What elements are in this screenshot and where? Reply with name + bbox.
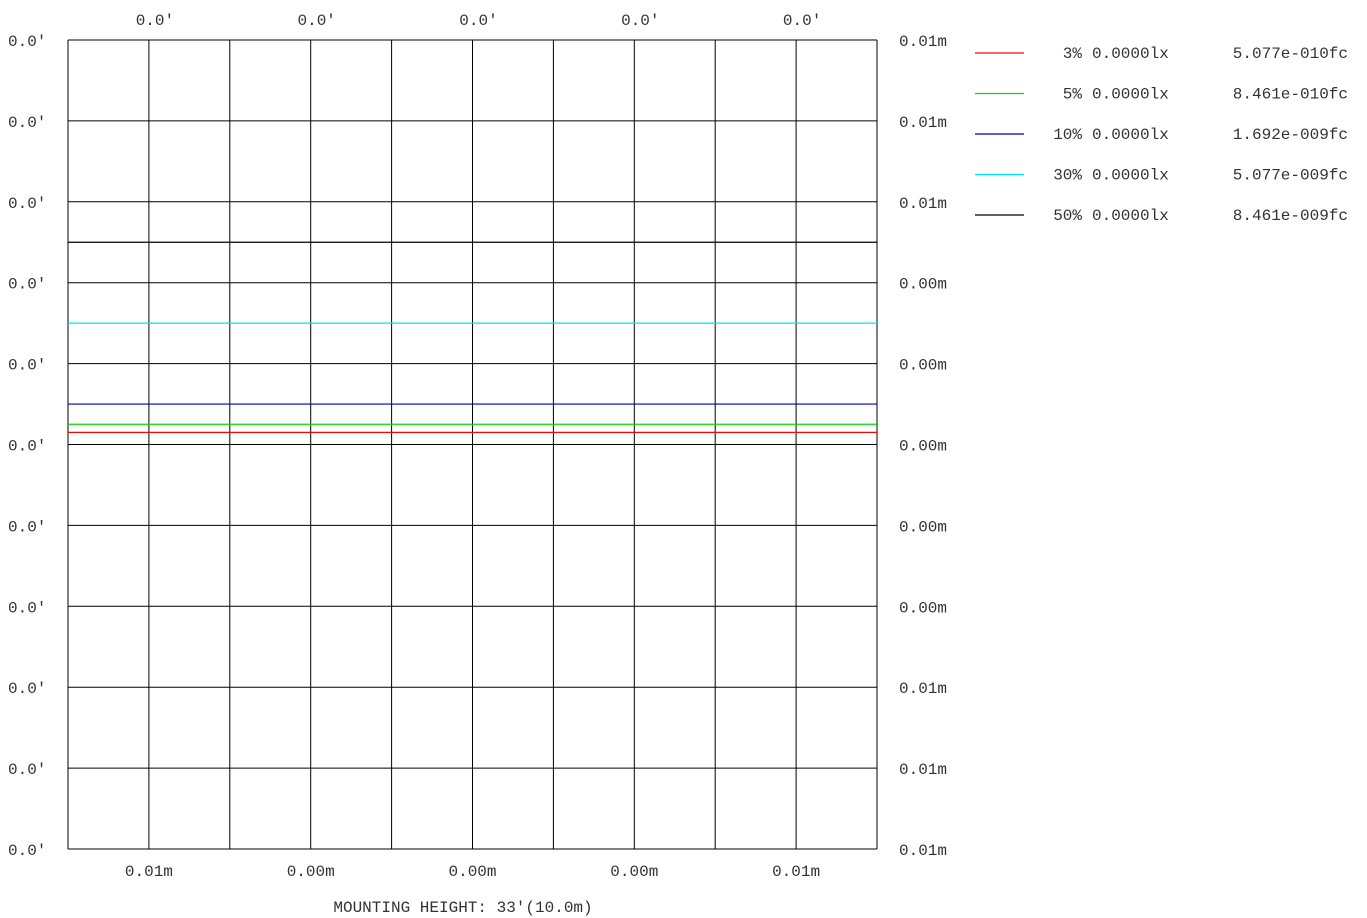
legend-footcandles: 5.077e-010fc [1233,45,1348,63]
top-tick-label: 0.0' [297,12,335,30]
top-tick-label: 0.0' [136,12,174,30]
legend-lux: 0.0000lx [1092,167,1169,185]
right-tick-label: 0.01m [899,195,947,213]
left-tick-label: 0.0' [8,599,46,617]
chart-legend: 3% 0.0000lx 5.077e-010fc 5% 0.0000lx 8.461e-0… [975,45,1348,225]
left-tick-label: 0.0' [8,33,46,51]
legend-lux: 0.0000lx [1092,207,1169,225]
legend-percent: 50% [1053,207,1082,225]
legend-lux: 0.0000lx [1092,126,1169,144]
left-tick-label: 0.0' [8,114,46,132]
legend-lux: 0.0000lx [1092,86,1169,104]
right-tick-label: 0.01m [899,33,947,51]
right-tick-label: 0.01m [899,114,947,132]
chart-grid [67,39,878,850]
left-tick-label: 0.0' [8,761,46,779]
left-tick-label: 0.0' [8,276,46,294]
right-tick-label: 0.00m [899,357,947,375]
right-tick-label: 0.00m [899,599,947,617]
bottom-tick-label: 0.00m [610,863,658,881]
left-tick-label: 0.0' [8,518,46,536]
legend-percent: 5% [1063,86,1083,104]
chart-series [68,241,877,433]
legend-footcandles: 5.077e-009fc [1233,167,1348,185]
right-tick-label: 0.00m [899,438,947,456]
legend-percent: 10% [1053,126,1082,144]
top-tick-label: 0.0' [783,12,821,30]
right-tick-label: 0.01m [899,761,947,779]
legend-percent: 3% [1063,45,1083,63]
chart-tick-labels: 0.0' 0.0' 0.0' 0.0' 0.0' 0.01m 0.00m 0.00m 0.00m… [8,12,947,881]
legend-lux: 0.0000lx [1092,45,1169,63]
right-tick-label: 0.01m [899,842,947,860]
left-tick-label: 0.0' [8,195,46,213]
x-axis-label: MOUNTING HEIGHT: 33'(10.0m) [333,899,592,917]
right-tick-label: 0.00m [899,518,947,536]
left-tick-label: 0.0' [8,357,46,375]
bottom-tick-label: 0.01m [125,863,173,881]
legend-footcandles: 1.692e-009fc [1233,126,1348,144]
bottom-tick-label: 0.01m [772,863,820,881]
top-tick-label: 0.0' [459,12,497,30]
bottom-tick-label: 0.00m [287,863,335,881]
left-tick-label: 0.0' [8,680,46,698]
legend-footcandles: 8.461e-010fc [1233,86,1348,104]
right-tick-label: 0.00m [899,276,947,294]
right-tick-label: 0.01m [899,680,947,698]
top-tick-label: 0.0' [621,12,659,30]
legend-percent: 30% [1053,167,1082,185]
legend-footcandles: 8.461e-009fc [1233,207,1348,225]
bottom-tick-label: 0.00m [448,863,496,881]
left-tick-label: 0.0' [8,438,46,456]
left-tick-label: 0.0' [8,842,46,860]
